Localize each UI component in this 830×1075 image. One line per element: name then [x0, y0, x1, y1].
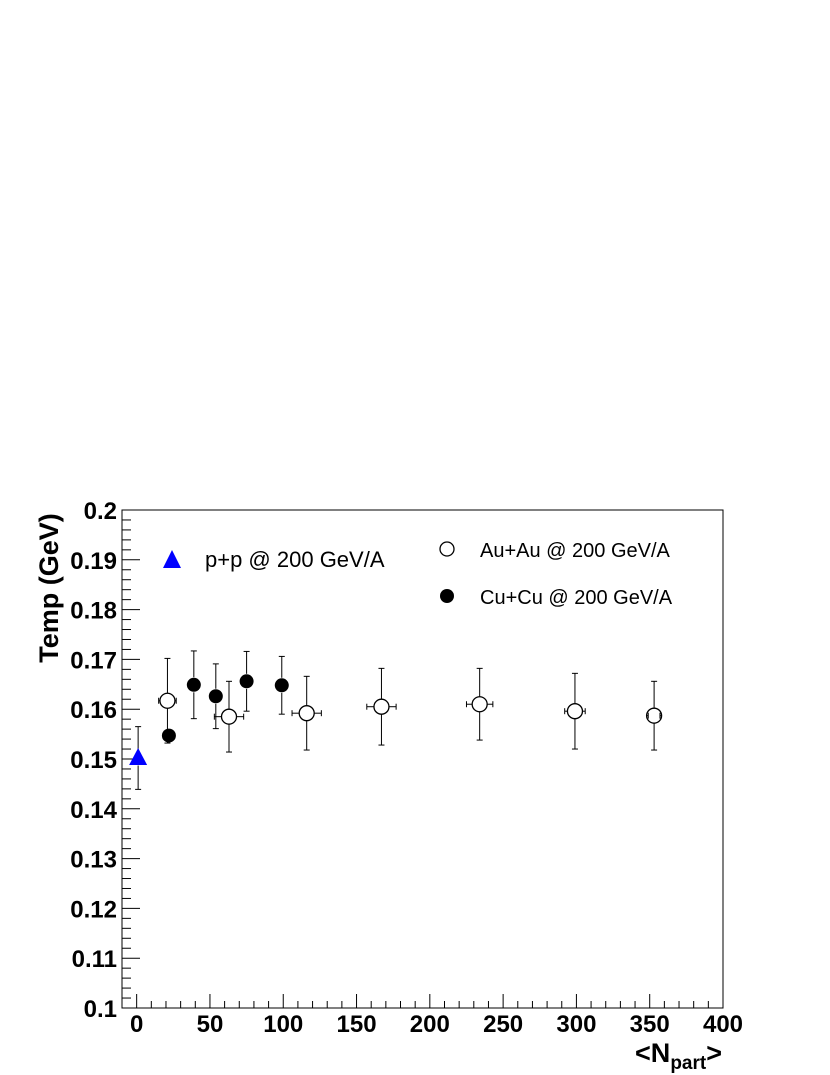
series-filled-circle	[161, 650, 289, 743]
y-tick-label: 0.2	[84, 498, 117, 525]
data-point	[471, 696, 488, 713]
data-layer	[129, 650, 663, 790]
data-point	[645, 707, 663, 724]
legend-marker-auau	[439, 541, 455, 557]
y-tick-label: 0.19	[70, 548, 117, 575]
x-axis-title-tail: >	[706, 1038, 722, 1068]
x-tick-label: 400	[703, 1011, 743, 1038]
data-point	[220, 708, 238, 725]
data-point	[274, 678, 289, 693]
x-axis-ticks	[136, 994, 724, 1008]
y-tick-label: 0.17	[70, 647, 117, 674]
y-tick-label: 0.16	[70, 697, 117, 724]
legend-cucu: Cu+Cu @ 200 GeV/A	[440, 587, 673, 609]
x-tick-label: 0	[130, 1011, 143, 1038]
x-tick-label: 250	[483, 1011, 523, 1038]
data-point	[161, 728, 176, 743]
x-tick-labels: 0 50 100 150 200 250 300 350 400	[130, 1011, 743, 1038]
x-tick-label: 50	[197, 1011, 224, 1038]
data-point	[186, 677, 201, 692]
y-axis-title: Temp (GeV)	[34, 513, 64, 663]
data-point	[566, 703, 584, 720]
x-axis-title: <Npart>	[635, 1038, 722, 1074]
y-tick-label: 0.18	[70, 598, 117, 625]
data-point	[159, 692, 176, 709]
plot-frame	[121, 509, 724, 1009]
y-tick-labels: 0.1 0.11 0.12 0.13 0.14 0.15 0.16 0.17 0.18 0.19 0…	[70, 498, 117, 1023]
y-tick-label: 0.1	[84, 996, 117, 1023]
data-point	[239, 674, 254, 689]
legend-pp: p+p @ 200 GeV/A	[163, 547, 385, 572]
x-axis-title-main: <N	[635, 1038, 670, 1068]
legend-label-cucu: Cu+Cu @ 200 GeV/A	[480, 587, 673, 609]
data-point	[208, 689, 223, 704]
data-point	[373, 698, 390, 715]
legend-marker-cucu	[440, 589, 454, 603]
y-axis-ticks	[122, 509, 140, 1009]
series-open-circle	[158, 657, 663, 753]
legend-marker-pp	[163, 550, 181, 568]
x-axis-title-sub: part	[670, 1053, 707, 1074]
data-point	[129, 748, 148, 766]
y-tick-label: 0.11	[72, 946, 117, 973]
y-tick-label: 0.13	[70, 847, 117, 874]
legend-label-auau: Au+Au @ 200 GeV/A	[480, 540, 671, 562]
y-tick-label: 0.14	[70, 797, 117, 824]
y-tick-label: 0.15	[70, 747, 117, 774]
data-point	[298, 705, 315, 722]
x-tick-label: 350	[630, 1011, 670, 1038]
series-triangle	[129, 726, 148, 790]
x-tick-label: 150	[337, 1011, 377, 1038]
x-tick-label: 300	[556, 1011, 596, 1038]
x-tick-label: 200	[410, 1011, 450, 1038]
x-tick-label: 100	[263, 1011, 303, 1038]
legend-auau: Au+Au @ 200 GeV/A	[439, 540, 671, 562]
y-tick-label: 0.12	[70, 896, 117, 923]
legend-label-pp: p+p @ 200 GeV/A	[205, 547, 385, 572]
